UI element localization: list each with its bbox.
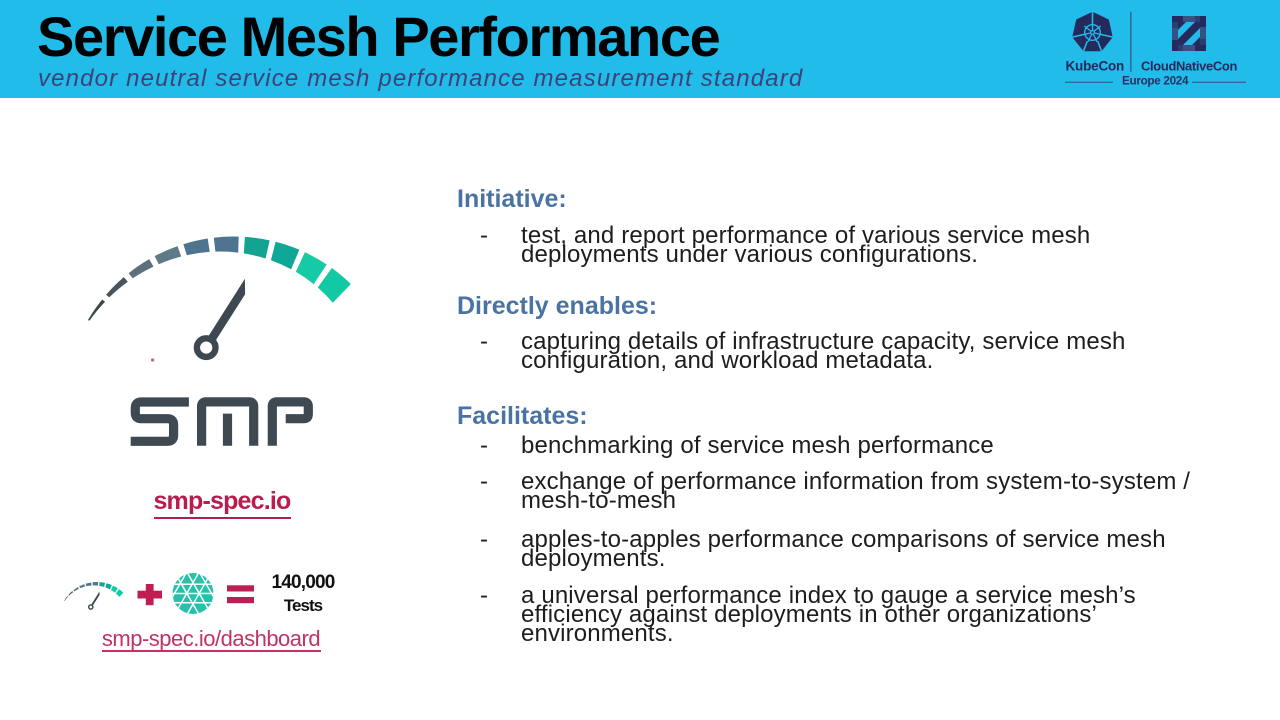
svg-text:CloudNativeCon: CloudNativeCon [1141, 59, 1237, 74]
svg-text:KubeCon: KubeCon [1066, 59, 1125, 74]
svg-text:Europe 2024: Europe 2024 [1122, 75, 1189, 88]
